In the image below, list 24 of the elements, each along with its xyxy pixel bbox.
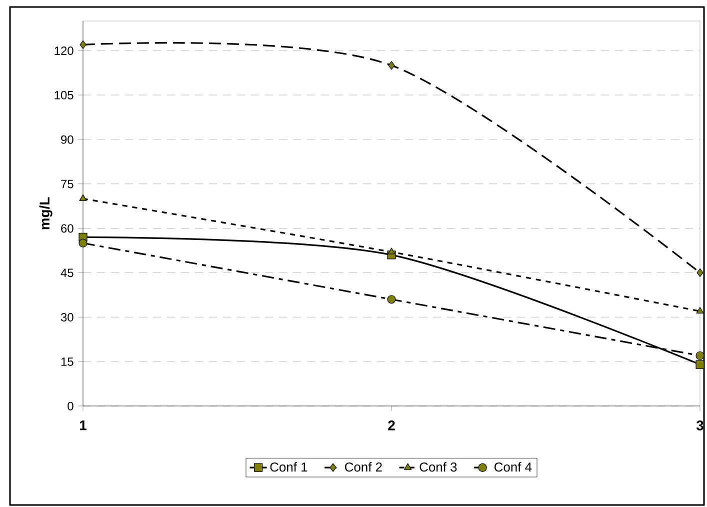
y-tick-label: 15 [61,358,74,366]
y-tick-label: 60 [61,224,74,233]
y-tick-label: 0 [68,402,74,410]
legend-label: Conf 3 [420,462,457,472]
legend-label: Conf 2 [345,462,382,472]
y-tick-label: 120 [54,46,74,55]
y-tick-label: 90 [61,135,74,144]
x-tick-label: 2 [388,420,395,430]
point [696,360,704,369]
point [388,61,395,70]
y-tick-label: 45 [60,268,74,278]
point [696,268,704,278]
legend-label: Conf 1 [270,462,308,472]
point [387,295,396,304]
legend-label: Conf 4 [494,462,532,472]
y-tick-label: 105 [54,90,74,100]
y-tick-label: 30 [60,313,74,322]
point [696,351,704,360]
x-tick-label: 1 [80,420,87,430]
y-axis-title: mg/L [39,197,52,230]
y-tick-label: 75 [61,180,74,188]
point [80,40,86,49]
point [78,238,88,248]
x-tick-label: 3 [696,420,704,430]
